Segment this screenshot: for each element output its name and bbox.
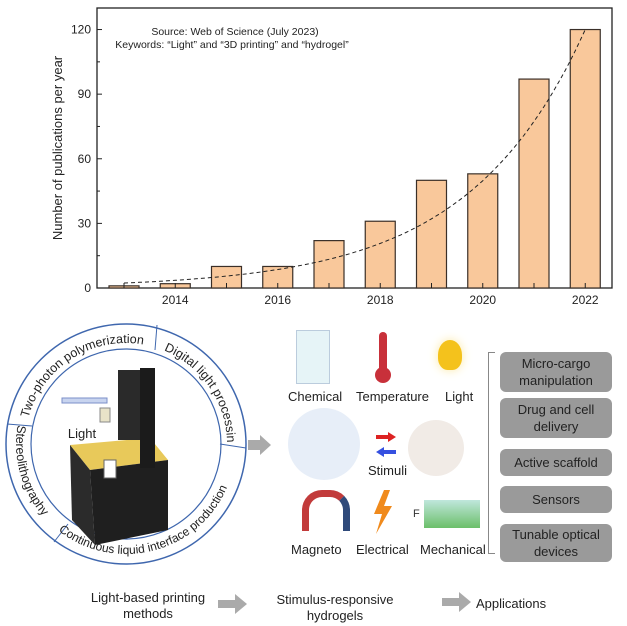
bar-2017 (313, 240, 345, 289)
app-drug-cell-delivery: Drug and cell delivery (500, 398, 612, 438)
light-bulb-icon (438, 340, 462, 370)
flow-applications: Applications (476, 596, 547, 611)
thermometer-bulb-icon (375, 367, 391, 383)
flow-arrow-3-shaft (442, 598, 460, 606)
flow-hydrogels: Stimulus-responsive hydrogels (276, 592, 394, 623)
flow-arrow-2 (235, 594, 247, 614)
x-tick-label: 2022 (572, 293, 599, 307)
bar-2019 (415, 179, 448, 289)
bracket (488, 352, 495, 554)
printer-illustration (61, 368, 168, 545)
bar-2021 (518, 78, 550, 289)
mechanical-layers-icon (424, 500, 480, 528)
y-axis-label: Number of publications per year (50, 55, 65, 240)
annotation-source: Source: Web of Science (July 2023) (151, 26, 318, 38)
printing-methods-ring: Two-photon polymerization Digital light … (0, 320, 247, 565)
stimulus-temperature: Temperature (356, 389, 429, 404)
lightning-icon (374, 490, 392, 534)
y-tick-label: 120 (71, 23, 91, 37)
flow-arrow-1-head (260, 435, 271, 455)
flow-arrow-2-shaft (218, 600, 236, 608)
app-tunable-optical: Tunable optical devices (500, 524, 612, 562)
x-tick-label: 2020 (469, 293, 496, 307)
chemical-icon (296, 330, 330, 384)
x-tick-label: 2016 (264, 293, 291, 307)
hydrogel-network-swollen (288, 408, 360, 480)
stimulus-electrical: Electrical (356, 542, 409, 557)
printer-light-label: Light (68, 426, 97, 441)
app-sensors: Sensors (500, 486, 612, 513)
y-tick-label: 60 (78, 152, 92, 166)
stimulus-mechanical: Mechanical (420, 542, 486, 557)
thermometer-icon (379, 332, 387, 372)
bar-2018 (364, 220, 396, 289)
bar-2020 (467, 173, 499, 289)
stimuli-label: Stimuli (368, 463, 408, 478)
arrow-right-red-icon (376, 432, 396, 442)
stimulus-chemical: Chemical (288, 389, 343, 404)
magnet-icon (302, 490, 350, 531)
app-micro-cargo: Micro-cargo manipulation (500, 352, 612, 392)
trend-line (123, 29, 586, 284)
arrow-left-blue-icon (376, 447, 396, 457)
stimulus-magneto: Magneto (291, 542, 342, 557)
flow-arrow-3 (459, 592, 471, 612)
y-tick-label: 90 (78, 87, 92, 101)
y-tick-label: 0 (84, 281, 91, 295)
bar-2022 (569, 28, 601, 289)
flow-arrow-1 (248, 440, 262, 450)
x-tick-label: 2018 (367, 293, 394, 307)
x-tick-label: 2014 (162, 293, 189, 307)
flow-printing-methods: Light-based printing methods (90, 590, 206, 621)
app-active-scaffold: Active scaffold (500, 449, 612, 476)
y-tick-label: 30 (78, 216, 92, 230)
plot-frame (96, 7, 613, 289)
stimulus-light: Light (445, 389, 474, 404)
force-label: F (413, 508, 420, 520)
publications-bar-chart: 0 30 60 90 120 2014 2016 2018 2020 2022 Source: W… (50, 7, 613, 307)
annotation-keywords: Keywords: “Light” and “3D printing” and … (115, 39, 349, 51)
hydrogel-network-collapsed (408, 420, 464, 476)
